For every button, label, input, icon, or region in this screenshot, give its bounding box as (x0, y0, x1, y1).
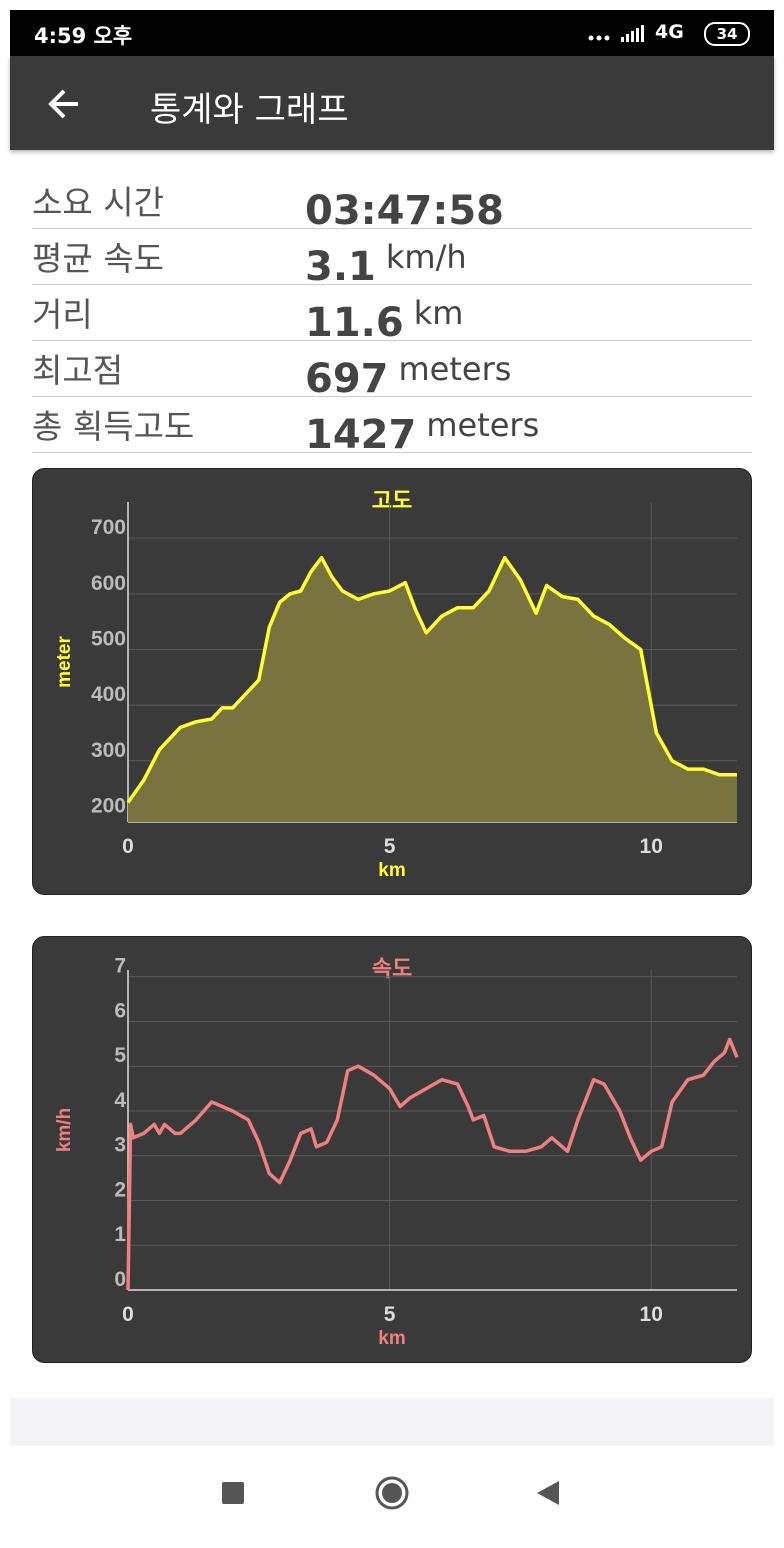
back-button[interactable] (46, 86, 82, 122)
stat-value: 697 meters (305, 350, 511, 402)
stat-row: 거리 11.6 km (32, 284, 752, 346)
stat-label: 최고점 (32, 351, 124, 390)
chart: 고도 200 300 400 500 600 700 0 5 10 km meter (32, 468, 752, 895)
stat-unit: meters (398, 350, 512, 388)
chart-title: 고도 (372, 488, 412, 513)
y-tick-label: 3 (114, 1134, 126, 1157)
x-tick-label: 5 (384, 835, 396, 858)
recents-button[interactable] (222, 1482, 244, 1504)
stat-row: 평균 속도 3.1 km/h (32, 228, 752, 290)
y-tick-label: 4 (114, 1089, 126, 1112)
stat-value: 11.6 km (305, 294, 463, 346)
app-title: 통계와 그래프 (150, 90, 349, 130)
y-tick-label: 2 (114, 1178, 126, 1201)
stat-number: 03:47:58 (305, 188, 504, 234)
stat-label: 평균 속도 (32, 239, 164, 278)
signal-icons (588, 25, 644, 42)
stat-row: 최고점 697 meters (32, 340, 752, 402)
network: 4G (655, 21, 684, 43)
y-tick-label: 300 (91, 739, 126, 762)
line (126, 1037, 739, 1291)
home-button[interactable] (375, 1476, 409, 1510)
chart-title: 속도 (372, 956, 412, 981)
y-axis-label: km/h (54, 1108, 75, 1152)
stat-number: 11.6 (305, 300, 404, 346)
y-tick-label: 700 (91, 516, 126, 539)
stat-unit: km (413, 294, 464, 332)
stat-label: 총 획득고도 (32, 407, 195, 446)
clock: 4:59 오후 (34, 24, 133, 48)
y-tick-label: 0 (114, 1268, 126, 1291)
footer-strip (10, 1398, 774, 1446)
x-axis-label: km (378, 1328, 405, 1349)
stat-value: 1427 meters (305, 406, 539, 458)
stat-number: 697 (305, 356, 389, 402)
y-tick-label: 500 (91, 627, 126, 650)
x-tick-label: 0 (122, 1303, 134, 1326)
chart: 속도 0 1 2 3 4 5 6 7 0 5 10 km km/h (32, 936, 752, 1363)
chart-background (32, 936, 752, 1363)
x-tick-label: 5 (384, 1303, 396, 1326)
area-fill (128, 557, 737, 822)
y-tick-label: 6 (114, 999, 126, 1022)
stat-row: 소요 시간 03:47:58 (32, 172, 752, 234)
x-tick-label: 10 (640, 1303, 663, 1326)
line (126, 555, 737, 804)
x-tick-label: 0 (122, 835, 134, 858)
app-bar: 통계와 그래프 (10, 56, 774, 150)
back-nav-button[interactable] (537, 1481, 559, 1505)
y-axis-label: meter (54, 636, 75, 688)
x-tick-label: 10 (640, 835, 663, 858)
y-tick-label: 5 (114, 1044, 126, 1067)
stat-unit: km/h (385, 238, 467, 276)
y-tick-label: 400 (91, 683, 126, 706)
y-tick-label: 1 (114, 1223, 126, 1246)
stat-label: 소요 시간 (32, 183, 164, 222)
y-tick-label: 200 (91, 794, 126, 817)
stat-unit: meters (426, 406, 540, 444)
battery: 34 (704, 22, 750, 46)
stat-number: 3.1 (305, 244, 376, 290)
nav-bar (222, 1476, 559, 1510)
status-bar: 4:59 오후 4G 34 (10, 10, 774, 56)
x-axis-label: km (378, 860, 405, 881)
stat-value: 03:47:58 (305, 188, 504, 234)
y-tick-label: 600 (91, 572, 126, 595)
y-tick-label: 7 (114, 955, 126, 978)
stat-row: 총 획득고도 1427 meters (32, 396, 752, 458)
stat-number: 1427 (305, 412, 417, 458)
stat-label: 거리 (32, 295, 93, 334)
stat-value: 3.1 km/h (305, 238, 467, 290)
